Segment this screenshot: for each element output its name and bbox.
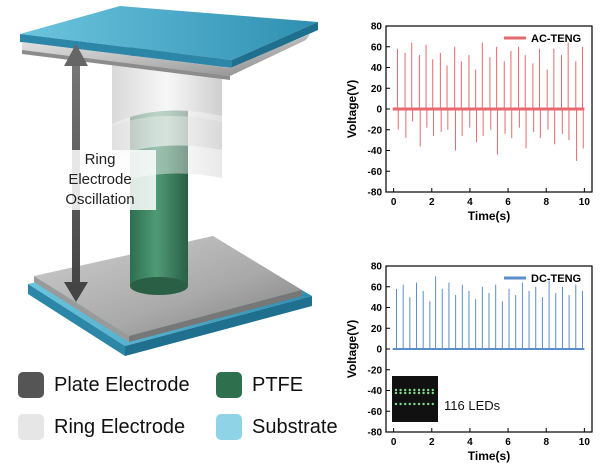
x-axis-label: Time(s) (468, 209, 510, 223)
y-tick-label: 40 (371, 303, 383, 314)
y-tick-label: -80 (368, 188, 383, 199)
y-tick-label: 60 (371, 282, 383, 293)
y-tick-label: 0 (376, 105, 382, 116)
x-tick-label: 10 (579, 197, 591, 208)
y-tick-label: 80 (371, 22, 383, 33)
led-dot (408, 391, 411, 395)
dc-teng-chart: -80 -60 -40 -20 0 20 40 60 80 0 2 4 6 8 10 Time(s) Volta… (345, 262, 593, 463)
legend-substrate: Substrate (216, 414, 338, 440)
y-tick-label: 20 (371, 324, 383, 335)
x-tick-label: 0 (391, 437, 397, 448)
plate-electrode-swatch (18, 372, 44, 398)
led-dot (431, 391, 434, 395)
y-tick-label: -20 (368, 365, 383, 376)
legend-label: Plate Electrode (54, 373, 190, 396)
legend-label: PTFE (252, 373, 304, 396)
legend-ring-electrode: Ring Electrode (18, 414, 185, 440)
y-tick-label: -40 (368, 146, 383, 157)
led-dot (408, 402, 411, 406)
led-dot (417, 391, 421, 395)
x-axis-label: Time(s) (468, 449, 510, 463)
substrate-swatch (216, 414, 242, 440)
legend-label: AC-TENG (531, 33, 581, 45)
legend-label: DC-TENG (531, 273, 581, 285)
x-tick-label: 8 (543, 197, 549, 208)
led-dot (404, 391, 407, 395)
ac-teng-chart: -80 -60 -40 -20 0 20 40 60 80 0 2 4 6 8 10 Time(s) Volta… (345, 22, 593, 223)
led-dot (399, 391, 402, 395)
legend-plate-electrode: Plate Electrode (18, 372, 190, 398)
x-tick-label: 0 (391, 197, 397, 208)
led-dot (417, 388, 421, 392)
oscillation-label-line-3: Oscillation (44, 190, 156, 210)
teng-device-illustration (20, 6, 318, 356)
led-dot (422, 391, 425, 395)
led-dot (408, 388, 411, 392)
x-tick-label: 4 (467, 197, 473, 208)
led-dot (394, 402, 398, 406)
y-tick-label: 40 (371, 63, 383, 74)
led-dot (427, 402, 430, 406)
legend-label: Ring Electrode (54, 415, 186, 438)
led-dot (417, 402, 421, 406)
x-tick-label: 6 (505, 197, 511, 208)
led-dot (422, 388, 425, 392)
oscillation-label-line-2: Electrode (44, 170, 156, 190)
led-inset (392, 376, 438, 422)
y-tick-label: -80 (368, 428, 383, 439)
ring-electrode-swatch (18, 414, 44, 440)
led-dot (394, 388, 398, 392)
y-tick-label: 20 (371, 84, 383, 95)
led-dot (427, 391, 430, 395)
led-dot (413, 388, 416, 392)
x-tick-label: 10 (579, 437, 591, 448)
x-tick-label: 4 (467, 437, 473, 448)
led-inset-label: 116 LEDs (444, 398, 501, 413)
led-dot (427, 388, 430, 392)
ptfe-swatch (216, 372, 242, 398)
x-tick-label: 2 (429, 437, 435, 448)
y-tick-label: -20 (368, 125, 383, 136)
led-dot (413, 402, 416, 406)
led-dot (399, 402, 402, 406)
y-tick-label: -60 (368, 167, 383, 178)
x-tick-label: 2 (429, 197, 435, 208)
y-tick-label: 80 (371, 262, 383, 273)
y-tick-label: 60 (371, 42, 383, 53)
led-dot (404, 402, 407, 406)
led-dot (413, 391, 416, 395)
y-tick-label: 0 (376, 345, 382, 356)
top-plate (20, 6, 318, 80)
led-dot (394, 391, 398, 395)
led-dot (422, 402, 425, 406)
led-photo (392, 376, 438, 422)
y-axis-label: Voltage(V) (345, 80, 359, 138)
legend-label: Substrate (252, 415, 338, 438)
led-dot (431, 388, 434, 392)
legend-ptfe: PTFE (216, 372, 303, 398)
x-tick-label: 6 (505, 437, 511, 448)
y-tick-label: -40 (368, 386, 383, 397)
y-axis-label: Voltage(V) (345, 320, 359, 378)
led-dot (399, 388, 402, 392)
led-dot (404, 388, 407, 392)
led-dot (431, 402, 434, 406)
oscillation-label-line-1: Ring (44, 150, 156, 170)
y-tick-label: -60 (368, 407, 383, 418)
x-tick-label: 8 (543, 437, 549, 448)
